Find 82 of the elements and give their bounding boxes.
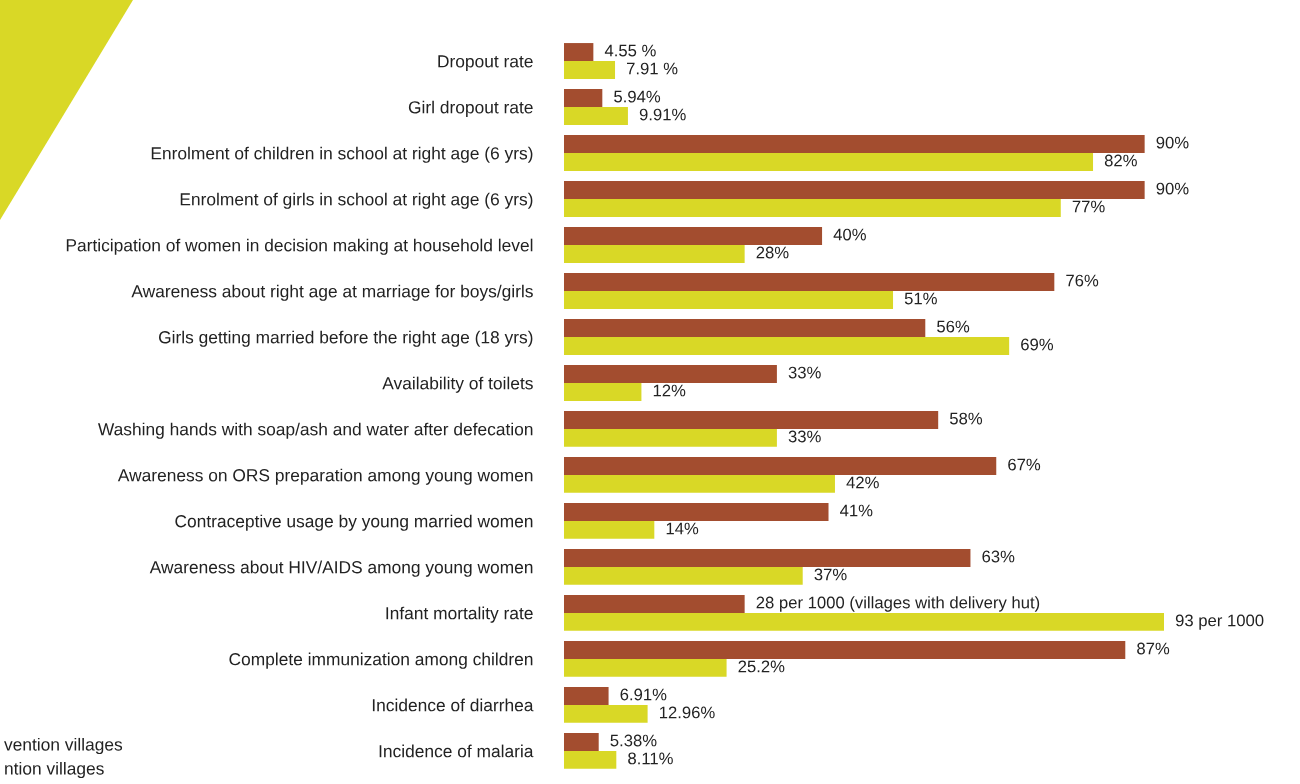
data-label: 90% [1156,182,1189,195]
data-label: 6.91% [620,688,667,701]
data-label: 28% [756,246,789,259]
data-label: 51% [904,292,937,305]
bar [564,502,829,521]
bar [564,474,835,493]
bar [564,61,616,79]
data-label: 33% [788,430,821,443]
y-tick-label: Participation of women in decision making at household level [66,238,533,255]
bar [564,106,628,125]
bar [564,135,1145,153]
data-label: 42% [846,476,879,489]
y-tick-label: Awareness about HIV/AIDS among young women [149,560,533,577]
data-label: 40% [833,228,866,241]
y-tick-label: Availability of toilets [382,376,533,393]
y-tick-label: Enrolment of children in school at right age (6 yrs) [151,146,533,163]
data-label: 4.55 % [604,44,656,57]
bar [564,89,603,107]
data-label: 33% [788,366,821,379]
y-tick-label: Contraceptive usage by young married women [175,514,533,531]
bar [564,290,894,309]
data-label: 12.96% [659,706,715,719]
data-label: 12% [653,384,686,397]
bar [564,244,745,263]
data-label: 67% [1008,458,1041,471]
bar [564,273,1055,291]
bar [564,365,777,383]
text: vention villages [4,737,123,755]
data-label: 76% [1066,274,1099,287]
text: ntion villages [5,761,104,779]
bar [564,750,617,769]
data-label: 87% [1137,642,1170,655]
data-label: 69% [1021,338,1054,351]
data-label: 77% [1072,200,1105,213]
y-tick-label: Infant mortality rate [386,606,533,623]
bar [564,520,655,539]
bar [564,428,777,447]
bar [564,686,609,705]
bar [564,732,599,751]
data-label: 25.2% [738,660,785,673]
bar [564,336,1010,355]
y-tick-label: Enrolment of girls in school at right age (6 yrs) [180,192,533,209]
data-label: 8.11% [628,752,673,765]
y-tick-label: Awareness on ORS preparation among young women [117,468,533,485]
data-label: 41% [840,504,873,517]
bar [564,594,745,613]
data-label: 56% [937,320,970,333]
bar [564,612,1164,631]
bar [564,640,1126,659]
bar [564,548,971,567]
y-tick-label: Incidence of malaria [379,744,534,758]
y-tick-label: Dropout rate [438,55,533,71]
data-label: 9.91% [639,108,686,121]
y-tick-label: Complete immunization among children [229,652,533,669]
data-label: 58% [949,412,983,425]
data-label: 7.91 % [627,62,678,75]
bar [564,411,939,429]
data-label: 28 per 1000 (villages with delivery hut) [756,596,1040,612]
y-tick-label: Incidence of diarrhea [372,698,534,712]
y-tick-label: Washing hands with soap/ash and water after defecation [97,422,533,439]
data-label: 63% [982,550,1015,563]
bar [564,382,642,401]
y-tick-label: Girls getting married before the right age (18 yrs) [158,330,533,347]
bar [564,198,1061,217]
bar [564,43,594,61]
bar [564,152,1094,171]
bar [564,456,997,475]
y-tick-label: Awareness about right age at marriage for boys/girls [131,284,533,301]
data-label: 14% [666,522,699,535]
y-tick-label: Girl dropout rate [408,100,533,117]
bar [564,319,926,337]
data-label: 93 per 1000 [1175,614,1264,630]
data-label: 37% [814,568,847,581]
data-label: 90% [1156,136,1189,149]
bar [564,227,823,245]
bar [564,704,648,723]
bar [564,566,803,585]
data-label: 5.94% [614,90,661,103]
data-label: 82% [1104,154,1137,167]
bar [564,658,727,677]
bar [564,181,1145,199]
data-label: 5.38% [610,734,657,747]
